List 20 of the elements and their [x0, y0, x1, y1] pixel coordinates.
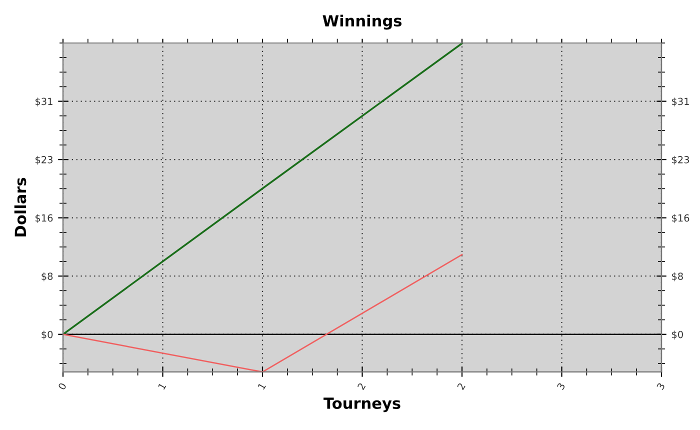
x-tick-label: 0 — [58, 382, 67, 390]
y-tick-label: $23 — [36, 156, 52, 165]
y2-tick-label: $23 — [672, 156, 689, 165]
x-tick-label: 3 — [556, 382, 566, 390]
y-axis-title: Dollars — [14, 178, 26, 236]
y-tick-label: $8 — [42, 272, 53, 282]
x-tick-label: 3 — [656, 382, 666, 390]
y2-tick-label: $0 — [672, 330, 683, 340]
y-tick-label: $16 — [36, 214, 53, 223]
x-tick-label: 1 — [258, 382, 266, 390]
chart-title: Winnings — [322, 14, 402, 30]
y-tick-label: $31 — [36, 98, 52, 106]
x-tick-label: 2 — [357, 382, 366, 390]
x-axis-title: Tourneys — [324, 398, 400, 412]
x-tick-label: 2 — [456, 382, 466, 390]
y2-tick-label: $31 — [672, 98, 689, 106]
y2-tick-label: $8 — [672, 272, 683, 282]
x-tick-label: 1 — [158, 382, 166, 390]
y2-tick-label: $16 — [672, 214, 690, 223]
y-tick-label: $0 — [42, 330, 53, 340]
